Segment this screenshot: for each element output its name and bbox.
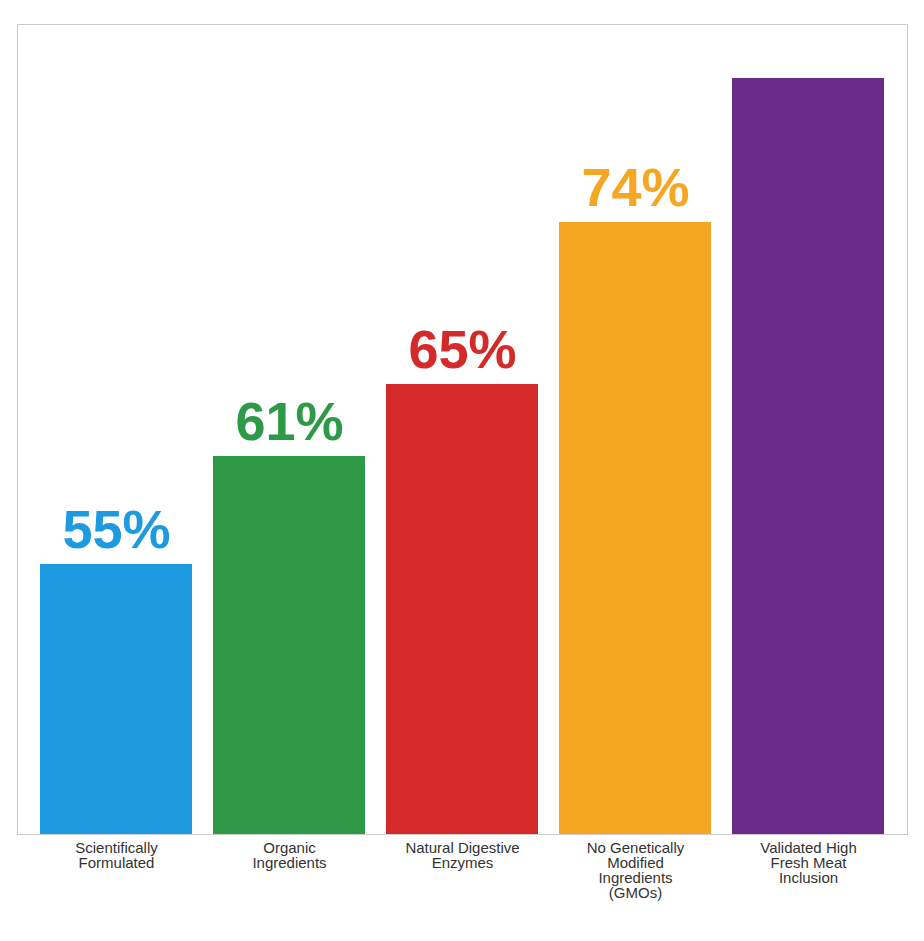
svg-text:65%: 65% [408,319,516,379]
svg-text:Validated HighFresh MeatInclus: Validated HighFresh MeatInclusion [760,839,856,886]
svg-text:61%: 61% [235,391,343,451]
svg-text:Natural DigestiveEnzymes: Natural DigestiveEnzymes [405,839,519,871]
svg-text:OrganicIngredients: OrganicIngredients [252,839,326,871]
svg-text:No GeneticallyModifiedIngredie: No GeneticallyModifiedIngredients(GMOs) [587,839,685,901]
svg-text:74%: 74% [581,157,689,217]
svg-text:55%: 55% [62,499,170,559]
svg-text:ScientificallyFormulated: ScientificallyFormulated [75,839,158,871]
